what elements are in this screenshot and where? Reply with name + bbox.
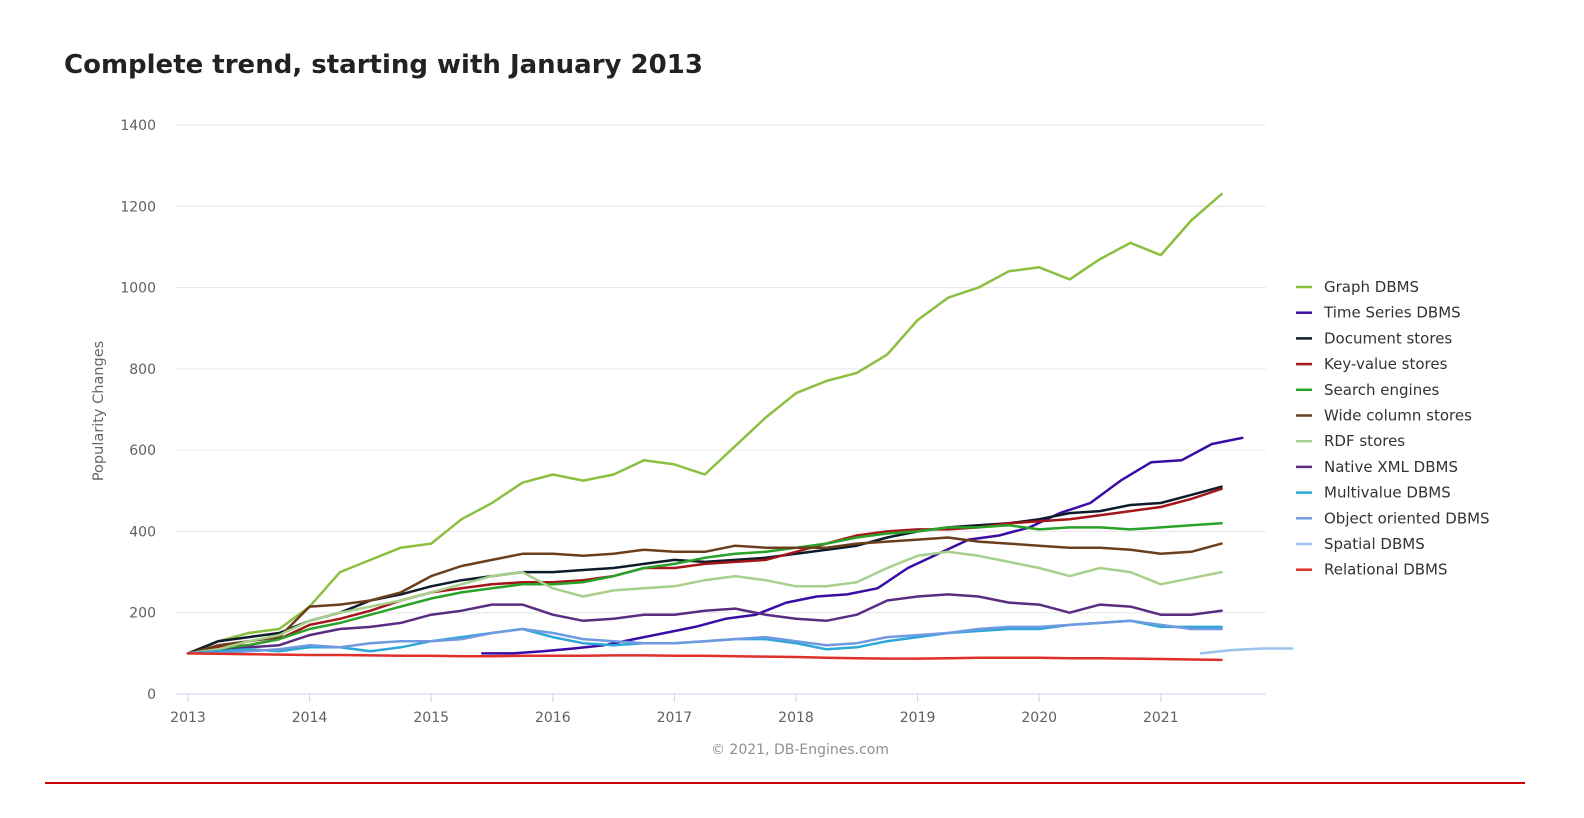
series-line-search-engines[interactable] [186,522,1223,655]
series-line-document-stores[interactable] [186,485,1223,655]
x-tick-label: 2017 [657,710,693,726]
page-title: Complete trend, starting with January 20… [64,50,703,80]
legend-label: Multivalue DBMS [1324,484,1451,502]
legend-label: Spatial DBMS [1324,535,1425,553]
y-tick-label: 1200 [120,199,156,215]
legend: Graph DBMS Time Series DBMS Document store… [1296,278,1490,579]
legend-label: RDF stores [1324,432,1405,450]
y-axis-title: Popularity Changes [91,341,107,481]
series-line-rdf-stores[interactable] [186,550,1223,655]
legend-label: Document stores [1324,329,1452,347]
x-tick-label: 2015 [413,710,449,726]
y-tick-label: 600 [129,443,156,459]
x-tick-label: 2020 [1021,710,1057,726]
legend-item[interactable]: Time Series DBMS [1296,304,1461,322]
series-line-native-xml-dbms[interactable] [186,593,1223,655]
x-tick-label: 2019 [900,710,936,726]
series-line-relational-dbms[interactable] [186,652,1223,662]
legend-label: Relational DBMS [1324,561,1448,579]
y-tick-label: 800 [129,362,156,378]
series-line-wide-column-stores[interactable] [186,536,1223,655]
legend-item[interactable]: Object oriented DBMS [1296,509,1490,527]
legend-item[interactable]: Search engines [1296,381,1439,399]
series-line-spatial-dbms[interactable] [1199,647,1294,655]
legend-item[interactable]: Key-value stores [1296,355,1448,373]
legend-item[interactable]: Wide column stores [1296,407,1472,425]
x-tick-label: 2018 [778,710,814,726]
legend-label: Search engines [1324,381,1439,399]
y-tick-label: 1000 [120,281,156,297]
x-tick-label: 2021 [1143,710,1179,726]
series-line-key-value-stores[interactable] [186,487,1223,655]
x-tick-label: 2014 [292,710,328,726]
legend-label: Object oriented DBMS [1324,509,1490,527]
grid-lines [176,124,1266,614]
series-lines [186,192,1294,662]
legend-item[interactable]: Spatial DBMS [1296,535,1425,553]
axes: 0 200 400 600 800 1000 1200 1400 2013 2014 2015 201… [120,118,1266,726]
x-tick-label: 2016 [535,710,571,726]
legend-item[interactable]: RDF stores [1296,432,1405,450]
y-tick-label: 0 [147,687,156,703]
legend-label: Wide column stores [1324,407,1472,425]
legend-item[interactable]: Multivalue DBMS [1296,484,1451,502]
legend-item[interactable]: Relational DBMS [1296,561,1448,579]
legend-label: Native XML DBMS [1324,458,1458,476]
series-line-object-oriented-dbms[interactable] [186,619,1223,655]
y-tick-label: 400 [129,524,156,540]
footer-divider [45,782,1525,784]
x-tick-label: 2013 [170,710,206,726]
legend-label: Time Series DBMS [1323,304,1461,322]
y-tick-label: 1400 [120,118,156,134]
credit-label[interactable]: © 2021, DB-Engines.com [711,742,889,758]
legend-label: Graph DBMS [1324,278,1419,296]
legend-label: Key-value stores [1324,355,1448,373]
legend-item[interactable]: Native XML DBMS [1296,458,1458,476]
legend-item[interactable]: Graph DBMS [1296,278,1419,296]
series-line-graph-dbms[interactable] [186,192,1223,655]
legend-item[interactable]: Document stores [1296,329,1452,347]
y-tick-label: 200 [129,606,156,622]
